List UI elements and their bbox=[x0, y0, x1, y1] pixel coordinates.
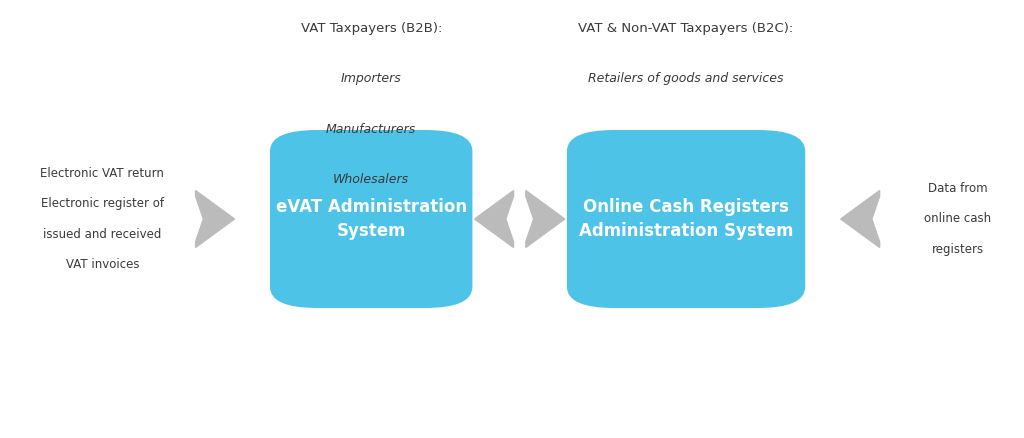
Text: eVAT Administration: eVAT Administration bbox=[275, 198, 467, 216]
Text: registers: registers bbox=[932, 243, 983, 256]
Text: VAT Taxpayers (B2B):: VAT Taxpayers (B2B): bbox=[300, 22, 442, 35]
Text: issued and received: issued and received bbox=[43, 228, 162, 241]
Text: Electronic VAT return: Electronic VAT return bbox=[41, 166, 164, 180]
Text: Electronic register of: Electronic register of bbox=[41, 197, 164, 210]
Polygon shape bbox=[526, 191, 565, 247]
Polygon shape bbox=[475, 191, 514, 247]
Text: online cash: online cash bbox=[924, 212, 991, 226]
Polygon shape bbox=[196, 191, 234, 247]
Text: Manufacturers: Manufacturers bbox=[326, 123, 417, 136]
Text: VAT invoices: VAT invoices bbox=[66, 258, 139, 272]
Text: Importers: Importers bbox=[341, 72, 401, 85]
Text: Administration System: Administration System bbox=[579, 222, 794, 240]
Text: Data from: Data from bbox=[928, 182, 987, 195]
Text: VAT & Non-VAT Taxpayers (B2C):: VAT & Non-VAT Taxpayers (B2C): bbox=[579, 22, 794, 35]
Text: System: System bbox=[337, 222, 406, 240]
FancyBboxPatch shape bbox=[271, 131, 471, 307]
FancyBboxPatch shape bbox=[568, 131, 804, 307]
Polygon shape bbox=[841, 191, 880, 247]
Text: Retailers of goods and services: Retailers of goods and services bbox=[589, 72, 783, 85]
Text: Online Cash Registers: Online Cash Registers bbox=[583, 198, 790, 216]
Text: Wholesalers: Wholesalers bbox=[333, 173, 410, 186]
